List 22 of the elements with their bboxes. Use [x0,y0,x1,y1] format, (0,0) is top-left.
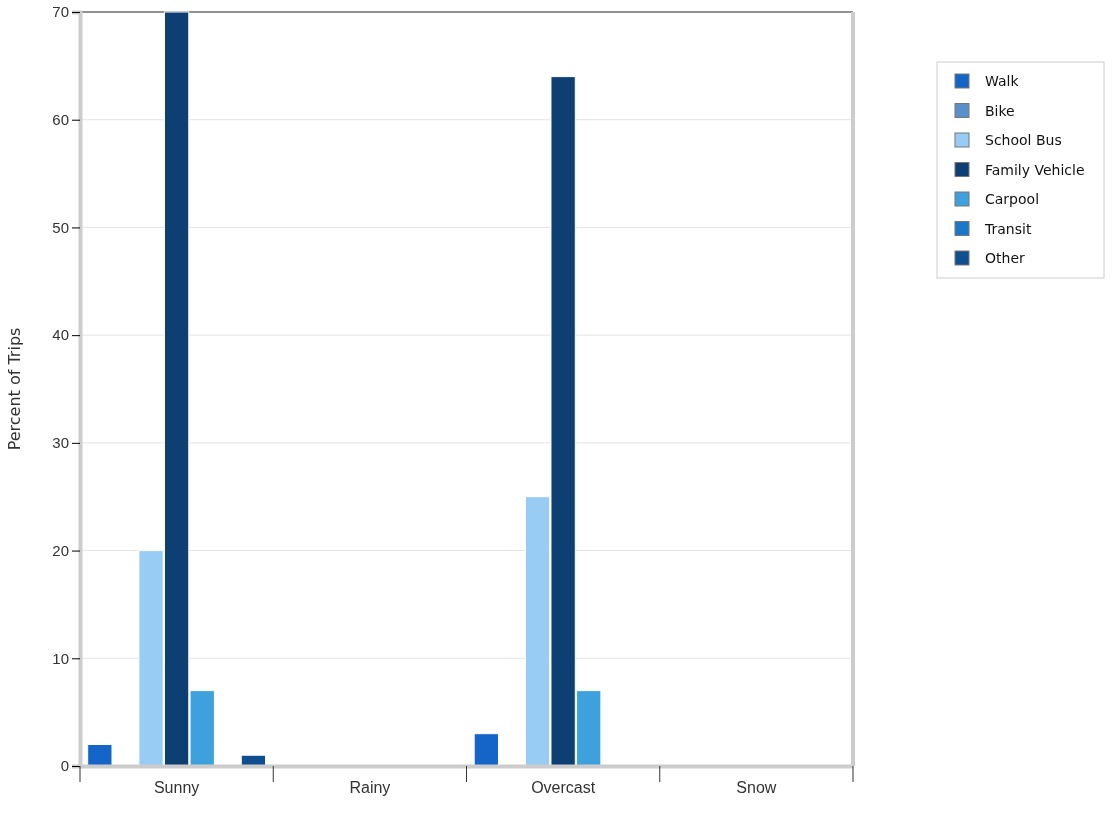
y-tick-label: 40 [52,326,69,344]
legend-label: Carpool [985,191,1040,207]
legend-label: School Bus [985,132,1062,148]
y-tick-label: 30 [52,434,69,452]
x-tick-label: Overcast [531,779,596,797]
legend-label: Transit [984,220,1032,237]
legend-label: Family Vehicle [985,161,1085,178]
y-tick-label: 10 [52,649,69,667]
x-tick-label: Sunny [153,779,200,797]
bar [87,743,113,767]
legend-label: Other [985,250,1025,266]
y-axis-title: Percent of Trips [5,327,24,451]
y-tick-label: 20 [52,541,69,559]
x-tick-label: Rainy [349,779,391,797]
y-tick-label: 50 [52,218,69,236]
y-tick-label: 0 [60,757,69,775]
y-tick-label: 60 [52,111,69,129]
bar [473,733,499,767]
legend-label: Bike [985,102,1015,119]
legend-label: Walk [985,73,1020,89]
y-tick-label: 70 [52,3,69,21]
x-tick-label: Snow [736,779,777,797]
